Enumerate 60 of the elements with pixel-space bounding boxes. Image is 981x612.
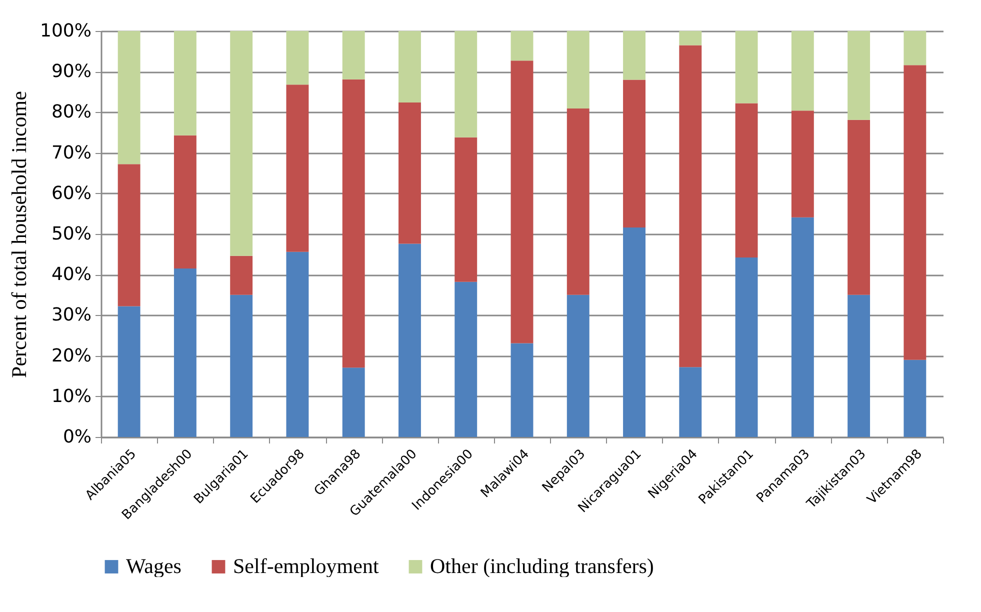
y-axis-title: Percent of total household income [7,91,32,378]
bar [623,31,646,80]
bar [398,244,421,437]
y-tick-label: 80% [51,102,92,123]
bar [510,31,534,61]
bar [848,31,870,120]
bar [904,65,926,360]
bar [679,31,702,46]
y-tick-label: 40% [51,264,92,286]
bar [174,135,196,269]
bar [735,31,758,104]
bar [623,228,646,437]
bar [118,306,140,437]
bar [904,31,926,66]
bar [398,31,421,102]
bar [791,31,814,111]
bar [791,110,814,218]
bar [342,368,365,437]
legend-label: Other (including transfers) [430,554,654,578]
bar [342,31,365,80]
y-tick-label: 50% [51,224,92,244]
bar [286,31,309,85]
bar [118,31,140,164]
bar [735,103,758,258]
bar [286,252,309,437]
bar [398,102,421,244]
bar [679,367,702,437]
bar [286,84,309,252]
bar [230,294,253,437]
bar [848,120,870,295]
bar [735,258,758,437]
bar [230,31,253,256]
bar [566,108,590,295]
bar [454,31,478,138]
legend-label: Wages [126,554,182,578]
y-tick-label: 20% [51,345,92,366]
bar [510,343,534,437]
bar [454,137,478,282]
bar [230,256,253,295]
bar [174,268,196,437]
y-tick-label: 70% [51,142,92,164]
y-tick-label: 0% [62,426,92,448]
bar [454,282,478,437]
bar [791,217,814,437]
bar [174,31,196,136]
bar [118,164,140,306]
y-tick-label: 100% [40,20,92,42]
y-tick-label: 10% [51,386,92,407]
bar [904,360,926,437]
y-tick-label: 30% [51,304,92,326]
bar [848,294,870,437]
bar [679,45,702,368]
bar [623,80,646,228]
y-tick-label: 90% [51,61,92,82]
bar [510,60,534,344]
y-tick-label: 60% [51,182,92,204]
legend-label: Self-employment [233,554,379,578]
bar [566,294,590,437]
bar [566,31,590,109]
bar [342,79,365,368]
